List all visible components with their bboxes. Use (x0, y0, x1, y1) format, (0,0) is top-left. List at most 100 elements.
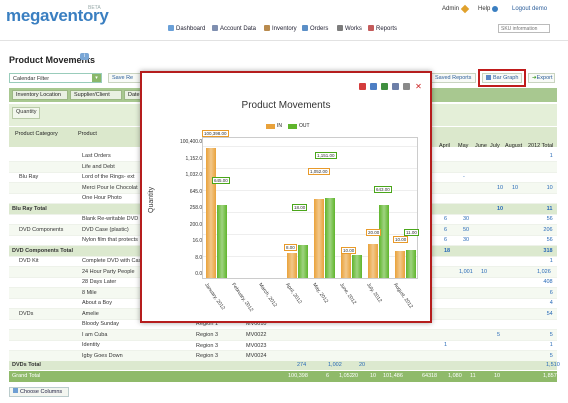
wrench-icon (460, 4, 470, 14)
x-tick-label: February, 2012 (230, 282, 255, 313)
month-header: June (475, 143, 487, 149)
value-cell: 6 (444, 226, 448, 233)
bar-chart-icon (486, 75, 491, 80)
grand-total-value: 1,080 (448, 373, 462, 379)
data-label: 1,151.00 (315, 152, 337, 159)
bar-in[interactable] (206, 148, 216, 278)
data-label: 1,052.00 (308, 168, 330, 175)
grand-total-value: 20 (352, 373, 359, 379)
image-icon[interactable] (370, 83, 377, 90)
save-report-button[interactable]: Save Re (108, 73, 140, 83)
nav-account-data[interactable]: Account Data (212, 25, 256, 32)
y-axis-label: Quantity (148, 186, 155, 213)
chevron-down-icon: ▾ (92, 74, 101, 82)
logout-link[interactable]: Logout demo (512, 6, 548, 12)
value-cell: 5 (497, 331, 501, 338)
grand-total-value: 10 (370, 373, 377, 379)
region-cell: Region 3 (196, 343, 219, 349)
value-cell: 50 (463, 226, 470, 233)
product-cell: Amelie (82, 310, 99, 317)
grand-total-value: 6 (326, 373, 330, 379)
bar-out[interactable] (298, 244, 308, 278)
product-category-header[interactable]: Product Category (15, 131, 58, 137)
table-row: I am Cuba 5 5 (9, 329, 557, 341)
value-cell: 10 (497, 205, 504, 212)
nav-inventory[interactable]: Inventory (264, 25, 297, 32)
bar-in[interactable] (368, 243, 378, 278)
bar-out[interactable] (379, 205, 389, 278)
excel-icon[interactable] (381, 83, 388, 90)
x-tick-label: August, 2012 (392, 282, 414, 310)
chip-inventory-location[interactable]: Inventory Location (12, 90, 68, 100)
print-icon[interactable] (403, 83, 410, 90)
grand-total-row: Grand Total 100,398 6 1,052 20 10 101,486 643 1… (9, 371, 557, 382)
total-cell: 206 (543, 226, 553, 233)
y-tick-label: 645.00 (189, 188, 205, 195)
calendar-filter-select[interactable]: Calendar Filter ▾ (9, 73, 102, 83)
columns-icon (13, 388, 18, 393)
value-cell: 30 (463, 216, 470, 222)
grand-total-value: 1,052 (339, 373, 353, 379)
category-cell: Blu Ray Total (12, 205, 47, 212)
choose-columns-button[interactable]: Choose Columns (9, 387, 69, 397)
bar-in[interactable] (395, 250, 405, 278)
chip-supplier-client[interactable]: Supplier/Client (70, 90, 122, 100)
bar-in[interactable] (341, 250, 351, 278)
nav-dashboard[interactable]: Dashboard (168, 25, 205, 32)
y-tick-label: 8.00 (195, 254, 205, 261)
nav-orders[interactable]: Orders (302, 25, 328, 32)
product-cell: 8 Mile (82, 289, 97, 296)
product-cell: One Hour Photo (82, 195, 122, 201)
help-link[interactable]: Help (478, 6, 491, 12)
works-icon (337, 25, 343, 31)
value-cell: 1,001 (459, 268, 473, 275)
admin-link[interactable]: Admin (442, 6, 460, 12)
quantity-chip[interactable]: Quantity (12, 107, 41, 119)
bar-in[interactable] (287, 253, 297, 278)
bar-in[interactable] (314, 199, 324, 278)
total-cell: 318 (543, 247, 553, 254)
header-divider (0, 40, 568, 41)
data-label: 645.00 (212, 177, 230, 184)
close-icon[interactable]: ✕ (415, 82, 422, 91)
nav-works[interactable]: Works (337, 25, 362, 32)
page-title: Product Movements (9, 55, 96, 65)
sku-search-input[interactable] (498, 24, 550, 33)
pdf-icon[interactable] (359, 83, 366, 90)
product-header[interactable]: Product (78, 131, 97, 137)
code-cell: MV0022 (246, 332, 267, 338)
megaventory-logo[interactable]: megaventory (6, 6, 109, 25)
x-tick-label: March, 2012 (257, 282, 278, 309)
value-cell: 30 (463, 237, 470, 243)
value-cell: 10 (481, 268, 488, 275)
product-cell: Nylon film that protects (82, 237, 138, 243)
saved-reports-button[interactable]: Saved Reports (432, 73, 476, 83)
gridline (203, 212, 417, 213)
bar-out[interactable] (406, 249, 416, 278)
region-cell: Region 3 (196, 353, 219, 359)
data-label: 18.00 (292, 204, 308, 211)
data-label: 10.00 (341, 247, 357, 254)
bar-graph-button[interactable]: Bar Graph (478, 69, 526, 87)
total-cell: 1,026 (537, 268, 551, 275)
grand-total-value: 10 (494, 373, 501, 379)
bar-graph-dialog: ✕ Product Movements IN OUT Quantity 100,… (140, 71, 432, 323)
data-label: 100,398.00 (202, 130, 229, 137)
product-cell: Last Orders (82, 153, 111, 159)
product-cell: 28 Days Later (82, 279, 117, 285)
legend-in-label: IN (277, 123, 282, 129)
value-cell: 1 (444, 342, 448, 348)
product-cell: Identity (82, 342, 100, 348)
bar-out[interactable] (325, 198, 335, 278)
bar-out[interactable] (217, 204, 227, 278)
zoom-icon[interactable] (392, 83, 399, 90)
export-button[interactable]: ➜Export (528, 73, 555, 83)
grand-total-label: Grand Total (12, 373, 41, 379)
bar-out[interactable] (352, 254, 362, 278)
category-cell: Blu Ray (19, 174, 39, 180)
info-icon[interactable]: i (80, 53, 89, 60)
value-cell: - (463, 174, 465, 180)
total-cell: 5 (549, 331, 553, 338)
total-cell: 5 (549, 352, 553, 359)
nav-reports[interactable]: Reports (368, 25, 397, 32)
